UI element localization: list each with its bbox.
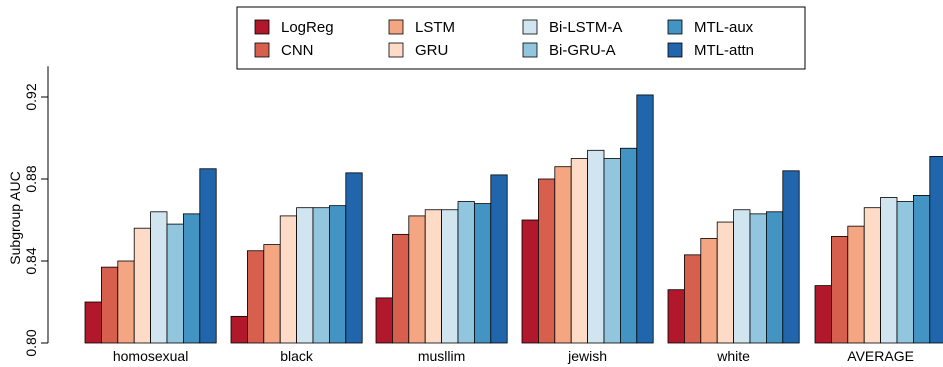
bar — [457, 201, 475, 344]
legend-label: MTL-aux — [694, 19, 754, 36]
x-axis: homosexual black musllim jewish white AVERAGE — [113, 348, 914, 364]
bar — [296, 207, 314, 344]
bar — [896, 201, 914, 344]
bar — [554, 166, 572, 344]
bar — [117, 260, 135, 344]
bar — [84, 301, 102, 344]
bar — [716, 221, 735, 344]
legend-swatch — [388, 42, 404, 58]
y-tick-label: 0.80 — [23, 329, 39, 356]
legend-swatch — [254, 42, 270, 58]
legend-label: Bi-LSTM-A — [549, 19, 622, 36]
bar — [230, 315, 248, 344]
bar — [101, 266, 119, 344]
legend-swatch — [522, 42, 538, 58]
bar — [441, 209, 459, 344]
bar — [182, 213, 201, 344]
bar — [667, 289, 685, 344]
bar — [391, 233, 410, 344]
legend-label: MTL-attn — [694, 42, 754, 59]
bar — [929, 156, 943, 344]
legend-swatch — [667, 42, 683, 58]
x-category-label: jewish — [567, 348, 607, 364]
bar — [831, 235, 849, 344]
legend-label: Bi-GRU-A — [549, 42, 616, 59]
legend-swatch — [254, 19, 270, 35]
bar — [603, 158, 621, 344]
legend-label: LogReg — [281, 19, 334, 36]
bar — [424, 209, 443, 344]
x-category-label: black — [280, 348, 314, 364]
bar — [490, 174, 508, 344]
bar — [913, 194, 931, 344]
y-axis: 0.80 0.84 0.88 0.92 — [23, 66, 49, 357]
bar — [279, 215, 298, 344]
x-category-label: homosexual — [113, 348, 189, 364]
legend: LogReg CNN LSTM GRU Bi-LSTM-A Bi-GRU-A MTL-aux… — [236, 6, 806, 70]
y-tick-label: 0.88 — [23, 165, 39, 192]
legend-label: GRU — [415, 42, 448, 59]
bar — [133, 227, 151, 344]
bar — [199, 168, 217, 344]
bar — [749, 213, 767, 344]
legend-label: LSTM — [415, 19, 455, 36]
bar — [636, 94, 654, 344]
bar — [345, 172, 363, 344]
legend-label: CNN — [281, 42, 314, 59]
bar — [166, 223, 184, 344]
x-category-label: white — [716, 348, 750, 364]
bar — [538, 178, 556, 344]
bar — [587, 149, 605, 344]
bar — [263, 244, 281, 344]
bar — [782, 170, 800, 344]
bar — [880, 197, 898, 344]
x-category-label: AVERAGE — [847, 348, 914, 364]
x-category-label: musllim — [418, 348, 465, 364]
bars — [84, 94, 943, 344]
y-tick-label: 0.84 — [23, 247, 39, 274]
bar — [700, 238, 718, 344]
bar — [375, 297, 393, 344]
bar — [863, 207, 882, 344]
bar — [246, 250, 265, 344]
legend-box — [236, 6, 806, 70]
y-axis-label: Subgroup AUC — [7, 171, 23, 264]
bar — [312, 207, 330, 344]
bar — [620, 147, 638, 344]
legend-swatch — [522, 19, 538, 35]
bar — [570, 158, 589, 344]
bar — [766, 211, 784, 344]
bar — [814, 285, 832, 344]
y-tick-label: 0.92 — [23, 83, 39, 110]
bar — [847, 225, 865, 344]
bar — [328, 205, 347, 344]
bar — [150, 211, 168, 344]
bar — [408, 215, 426, 344]
bar — [684, 254, 702, 344]
legend-swatch — [667, 19, 683, 35]
bar — [473, 203, 492, 344]
legend-swatch — [388, 19, 404, 35]
bar — [733, 209, 751, 344]
bar — [521, 219, 539, 344]
